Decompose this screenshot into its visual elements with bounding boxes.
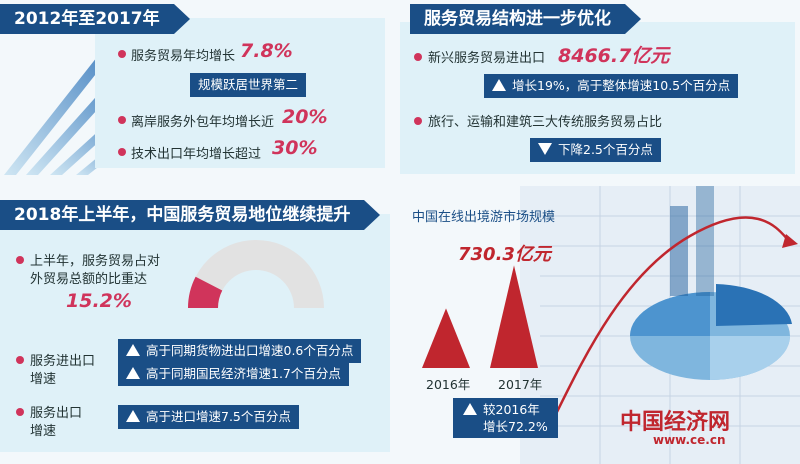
trade-growth-value: 7.8% (240, 40, 293, 62)
bullet-dot (414, 53, 422, 61)
up-triangle-icon (126, 410, 140, 422)
growth-box-line1: 较2016年 (483, 402, 540, 417)
imp-exp-box-goods-text: 高于同期货物进出口增速0.6个百分点 (146, 343, 354, 358)
export-box: 高于进口增速7.5个百分点 (118, 405, 299, 429)
site-logo: 中国经济网 (620, 409, 731, 435)
panel-structure-title: 服务贸易结构进一步优化 (410, 4, 641, 34)
share-value: 15.2% (66, 290, 132, 312)
outsourcing-growth-label: 离岸服务外包年均增长近 (131, 115, 275, 130)
traditional-decline-box: 下降2.5个百分点 (530, 138, 661, 162)
emerging-growth-box: 增长19%，高于整体增速10.5个百分点 (484, 74, 739, 98)
share-label-line2: 外贸易总额的比重达 (30, 272, 148, 287)
up-triangle-icon (463, 403, 477, 415)
gauge-fill (188, 276, 223, 308)
down-triangle-icon (538, 143, 552, 155)
bullet-dot (118, 148, 126, 156)
export-growth-label-line1: 服务出口 (30, 406, 83, 421)
emerging-trade-label: 新兴服务贸易进出口 (428, 51, 546, 66)
market-size-bar-chart (422, 265, 538, 368)
trade-growth-label: 服务贸易年均增长 (131, 49, 236, 64)
bar-2017年 (490, 265, 538, 368)
export-box-text: 高于进口增速7.5个百分点 (146, 409, 291, 424)
imp-exp-growth-label-line1: 服务进出口 (30, 354, 96, 369)
category-label-2017: 2017年 (498, 377, 543, 392)
export-growth-label-line2: 增速 (30, 424, 57, 439)
imp-exp-box-economy: 高于同期国民经济增速1.7个百分点 (118, 362, 349, 386)
traditional-trade-label: 旅行、运输和建筑三大传统服务贸易占比 (428, 115, 663, 130)
up-triangle-icon (492, 79, 506, 91)
panel-2018-h1-title: 2018年上半年，中国服务贸易地位继续提升 (0, 200, 381, 230)
panel-2012-2017-title: 2012年至2017年 (0, 4, 190, 34)
chart-title: 中国在线出境游市场规模 (412, 210, 556, 225)
tech-export-growth-value: 30% (272, 137, 318, 159)
imp-exp-box-goods: 高于同期货物进出口增速0.6个百分点 (118, 339, 362, 363)
rank-box: 规模跃居世界第二 (190, 73, 307, 97)
emerging-trade-value: 8466.7亿元 (558, 45, 670, 67)
site-url: www.ce.cn (653, 433, 726, 447)
up-triangle-icon (126, 344, 140, 356)
imp-exp-growth-label-line2: 增速 (30, 372, 57, 387)
bullet-dot (118, 50, 126, 58)
emerging-growth-text: 增长19%，高于整体增速10.5个百分点 (512, 78, 731, 93)
chart-value-label: 730.3亿元 (458, 244, 551, 265)
bullet-dot (118, 116, 126, 124)
category-label-2016: 2016年 (426, 377, 471, 392)
growth-box-line2: 增长72.2% (483, 419, 548, 434)
bullet-dot (414, 117, 422, 125)
share-gauge (188, 240, 324, 308)
bullet-dot (16, 256, 24, 264)
bar-2016年 (422, 308, 470, 368)
up-triangle-icon (126, 367, 140, 379)
share-label-line1: 上半年，服务贸易占对 (30, 254, 161, 269)
bullet-dot (16, 408, 24, 416)
tech-export-growth-label: 技术出口年均增长超过 (131, 147, 262, 162)
financial-chart-background-graphic (520, 186, 800, 464)
bullet-dot (16, 356, 24, 364)
outsourcing-growth-value: 20% (282, 106, 328, 128)
imp-exp-box-economy-text: 高于同期国民经济增速1.7个百分点 (146, 366, 341, 381)
growth-box: 较2016年 增长72.2% (453, 398, 558, 438)
traditional-decline-text: 下降2.5个百分点 (558, 142, 653, 157)
